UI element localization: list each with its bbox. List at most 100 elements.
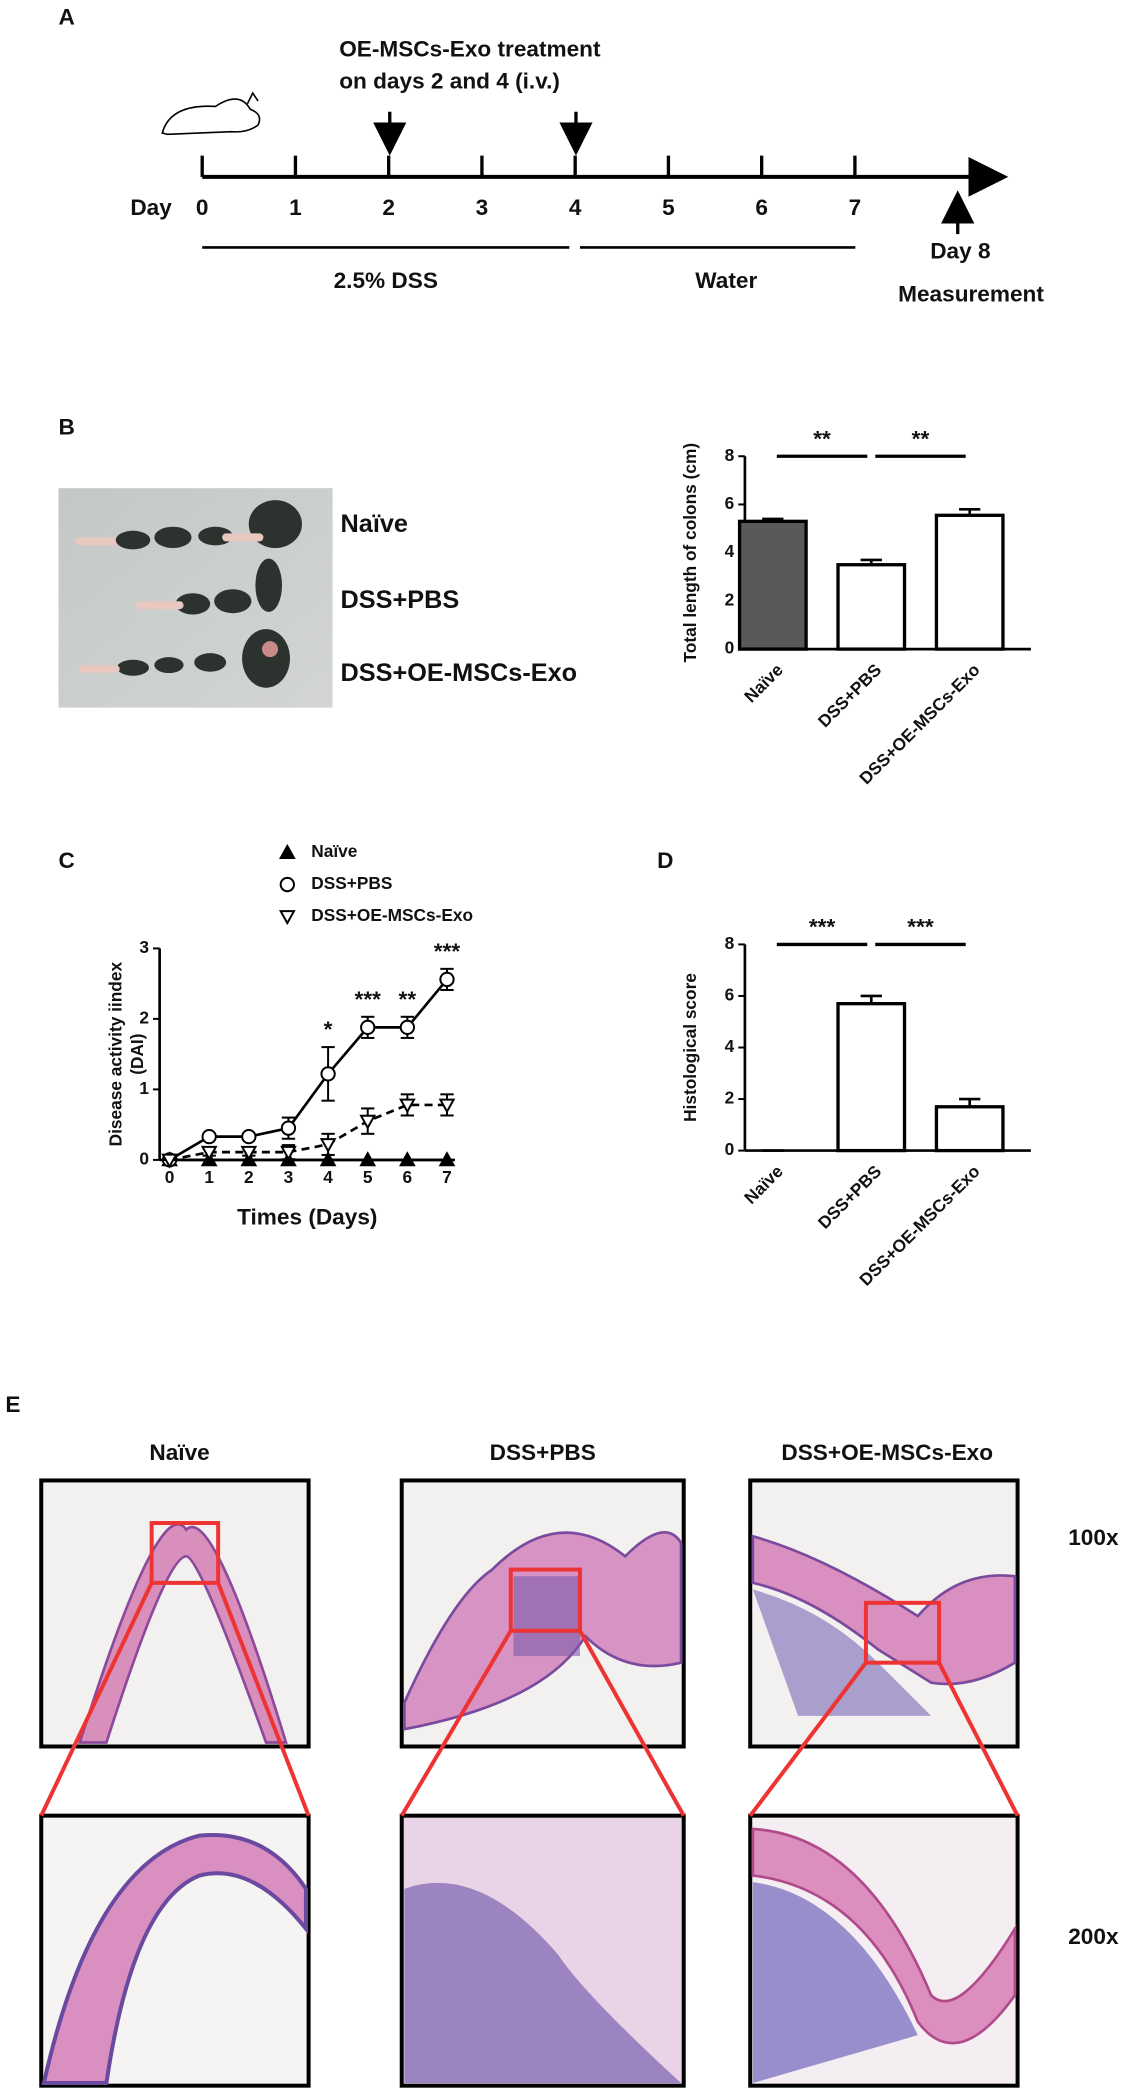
y-axis-label: Total length of colons (cm) [680, 443, 700, 663]
marker [438, 1151, 456, 1167]
day-label: Day [130, 195, 172, 220]
marker [161, 1153, 178, 1169]
panel-label: E [5, 1392, 20, 1417]
magnification: 200x [1068, 1924, 1119, 1949]
marker [200, 1145, 218, 1161]
panel-label: C [59, 848, 75, 873]
panel-label: A [59, 5, 75, 30]
y-axis-label: Histological score [680, 973, 700, 1122]
legend-label: Naïve [311, 841, 358, 861]
marker [399, 1151, 416, 1167]
y-tick-label: 6 [725, 985, 735, 1005]
marker [439, 971, 455, 988]
marker [241, 1128, 257, 1145]
panel-label: B [59, 414, 75, 439]
x-tick-label: DSS+PBS [814, 1161, 886, 1233]
y-tick-label: 2 [139, 1007, 149, 1027]
legend-marker [278, 843, 296, 859]
x-tick-label: Naïve [740, 1161, 787, 1208]
y-tick-label: 6 [725, 493, 735, 513]
marker [359, 1114, 377, 1130]
marker [399, 1098, 416, 1114]
x-tick-label: 4 [323, 1167, 333, 1187]
x-tick-label: 3 [284, 1167, 294, 1187]
day-number: 7 [849, 195, 862, 220]
x-tick-label: 2 [244, 1167, 254, 1187]
end-label: Day 8 [930, 239, 990, 264]
marker [320, 1066, 336, 1082]
y-tick-label: 0 [725, 1139, 735, 1159]
marker [359, 1151, 377, 1167]
x-tick-label: 1 [204, 1167, 214, 1187]
marker [240, 1145, 258, 1161]
day-number: 0 [196, 195, 209, 220]
legend-label: DSS+OE-MSCs-Exo [311, 905, 473, 925]
x-tick-label: 0 [165, 1167, 175, 1187]
x-tick-label: 5 [363, 1167, 373, 1187]
significance-text: *** [809, 914, 836, 939]
photo-label: DSS+OE-MSCs-Exo [341, 659, 578, 687]
x-axis-label: Times (Days) [237, 1204, 377, 1229]
treatment-title: on days 2 and 4 (i.v.) [339, 68, 560, 93]
y-axis-label: Disease activity iindex [106, 962, 126, 1147]
y-tick-label: 8 [725, 933, 735, 953]
column-title: DSS+OE-MSCs-Exo [781, 1440, 993, 1465]
significance-text: *** [434, 939, 461, 964]
x-tick-label: 6 [403, 1167, 413, 1187]
histology: Naïve DSS+PBS DSS+OE-MSCs-Exo 100x 200x [39, 1440, 1119, 2088]
y-tick-label: 2 [725, 1088, 735, 1108]
marker [280, 1120, 297, 1136]
marker [319, 1138, 337, 1154]
series-line [169, 1103, 447, 1162]
y-tick-label: 3 [139, 937, 149, 957]
timeline: OE-MSCs-Exo treatment on days 2 and 4 (i… [130, 37, 1044, 307]
day-number: 3 [476, 195, 489, 220]
y-tick-label: 4 [725, 1036, 735, 1056]
y-tick-label: 4 [725, 541, 735, 561]
significance-text: *** [355, 987, 382, 1012]
legend-label: DSS+PBS [311, 873, 392, 893]
phase-label: Water [695, 268, 757, 293]
photo-label: Naïve [341, 510, 408, 538]
marker [201, 1128, 217, 1145]
y-axis-label: (DAI) [127, 1034, 147, 1075]
x-tick-label: Naïve [740, 659, 787, 706]
y-tick-label: 0 [139, 1148, 149, 1168]
mouse-icon [161, 91, 261, 136]
bar [836, 563, 907, 651]
bar [836, 1002, 907, 1153]
treatment-title: OE-MSCs-Exo treatment [339, 37, 601, 62]
y-tick-label: 1 [139, 1078, 149, 1098]
bar [934, 1105, 1005, 1153]
marker [399, 1019, 416, 1036]
significance-text: *** [907, 914, 934, 939]
day-number: 1 [289, 195, 302, 220]
legend-marker [279, 876, 295, 893]
marker [438, 1098, 456, 1114]
day-number: 4 [569, 195, 582, 220]
significance-text: ** [813, 426, 831, 451]
y-tick-label: 0 [725, 638, 735, 658]
x-tick-label: DSS+PBS [814, 660, 886, 732]
marker [360, 1019, 376, 1036]
significance-text: ** [912, 426, 930, 451]
phase-label: 2.5% DSS [334, 268, 438, 293]
marker [319, 1151, 337, 1167]
day-number: 6 [755, 195, 768, 220]
end-label: Measurement [898, 281, 1044, 306]
column-title: Naïve [149, 1440, 209, 1465]
y-tick-label: 8 [725, 445, 735, 465]
significance-text: * [324, 1017, 333, 1042]
photo-label: DSS+PBS [341, 586, 460, 614]
column-title: DSS+PBS [490, 1440, 596, 1465]
panel-label: D [657, 848, 673, 873]
significance-text: ** [399, 987, 417, 1012]
marker [280, 1145, 297, 1161]
magnification: 100x [1068, 1525, 1119, 1550]
day-number: 2 [382, 195, 395, 220]
colon-photo [58, 488, 333, 708]
x-tick-label: 7 [442, 1167, 452, 1187]
bar [934, 513, 1005, 651]
